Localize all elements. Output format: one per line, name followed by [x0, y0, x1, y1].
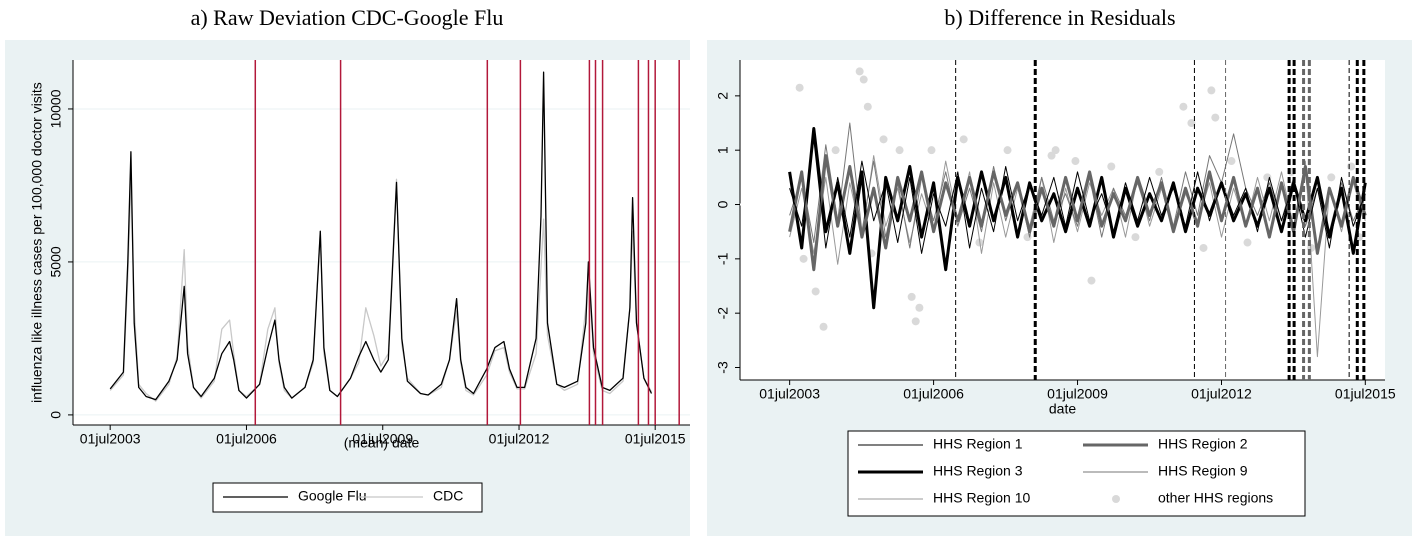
series-line: [788, 154, 1367, 272]
scatter-point: [1155, 167, 1164, 176]
x-tick-label: 01jul2006: [903, 386, 964, 402]
x-axis-label: (mean) date: [344, 435, 420, 451]
legend-label: Google Flu: [298, 488, 366, 504]
scatter-point: [831, 146, 840, 155]
chart-title: a) Raw Deviation CDC-Google Flu: [191, 5, 504, 30]
chart-title: b) Difference in Residuals: [944, 5, 1175, 30]
legend-label: HHS Region 9: [1158, 463, 1248, 479]
scatter-point: [1087, 276, 1096, 285]
y-tick-label: 0: [715, 200, 731, 208]
scatter-point: [1131, 233, 1140, 242]
legend-label: CDC: [433, 488, 463, 504]
x-tick-label: 01jul2015: [1335, 386, 1396, 402]
scatter-point: [811, 287, 820, 296]
scatter-point: [1071, 157, 1080, 166]
scatter-point: [915, 303, 924, 312]
y-tick-label: 0: [48, 411, 64, 419]
legend-label: HHS Region 3: [933, 463, 1023, 479]
x-tick-label: 01jul2012: [1191, 386, 1252, 402]
legend-label: other HHS regions: [1158, 490, 1273, 506]
x-tick-label: 01jul2009: [352, 431, 413, 447]
scatter-point: [1047, 151, 1056, 160]
scatter-point: [1227, 157, 1236, 166]
x-tick-label: 01jul2006: [216, 431, 277, 447]
scatter-point: [907, 292, 916, 301]
x-axis-label: date: [1049, 401, 1076, 417]
series-line: [109, 71, 653, 401]
scatter-point: [879, 135, 888, 144]
scatter-point: [799, 254, 808, 263]
legend-box: [847, 430, 1306, 517]
scatter-point: [895, 146, 904, 155]
y-tick-label: 2: [715, 92, 731, 100]
series-line: [789, 138, 1366, 254]
scatter-point: [959, 135, 968, 144]
scatter-point: [1327, 173, 1336, 182]
scatter-point: [859, 75, 868, 84]
scatter-point: [819, 322, 828, 331]
y-tick-label: -1: [715, 252, 731, 265]
plot: 0 5000 10000 01jul2003 01jul2006 01jul2009 01j…: [29, 60, 690, 513]
plot: -3 -2 -1 0 1 2 01jul2003 01jul2006 01jul2009 01ju…: [715, 60, 1396, 517]
scatter-point: [1211, 113, 1220, 122]
y-tick-label: -2: [715, 307, 731, 320]
scatter-point: [1207, 86, 1216, 95]
scatter-point: [1199, 243, 1208, 252]
x-tick-label: 01jul2003: [80, 431, 141, 447]
x-tick-label: 01jul2012: [489, 431, 550, 447]
scatter-point: [1243, 238, 1252, 247]
scatter-point: [1179, 102, 1188, 111]
x-tick-label: 01jul2015: [625, 431, 686, 447]
scatter-point: [855, 67, 864, 76]
scatter-point: [927, 146, 936, 155]
series-line: [789, 122, 1366, 249]
x-tick-label: 01jul2003: [759, 386, 820, 402]
series-line: [789, 155, 1366, 358]
y-tick-label: 10000: [48, 89, 64, 128]
scatter-point: [911, 317, 920, 326]
legend-label: HHS Region 1: [933, 436, 1023, 452]
y-tick-label: 1: [715, 146, 731, 154]
y-axis-label: influenza like illness cases per 100,000…: [29, 82, 45, 403]
legend-label: HHS Region 2: [1158, 436, 1248, 452]
scatter-point: [863, 102, 872, 111]
legend-label: HHS Region 10: [933, 490, 1030, 506]
y-tick-label: -3: [715, 361, 731, 374]
legend-marker: [1112, 495, 1120, 503]
y-tick-label: 5000: [48, 246, 64, 277]
scatter-point: [1107, 162, 1116, 171]
scatter-point: [1051, 146, 1060, 155]
series-line: [788, 127, 1367, 310]
scatter-point: [795, 83, 804, 92]
scatter-point: [1347, 162, 1356, 171]
scatter-point: [1187, 119, 1196, 128]
x-tick-label: 01jul2009: [1047, 386, 1108, 402]
scatter-point: [1003, 146, 1012, 155]
